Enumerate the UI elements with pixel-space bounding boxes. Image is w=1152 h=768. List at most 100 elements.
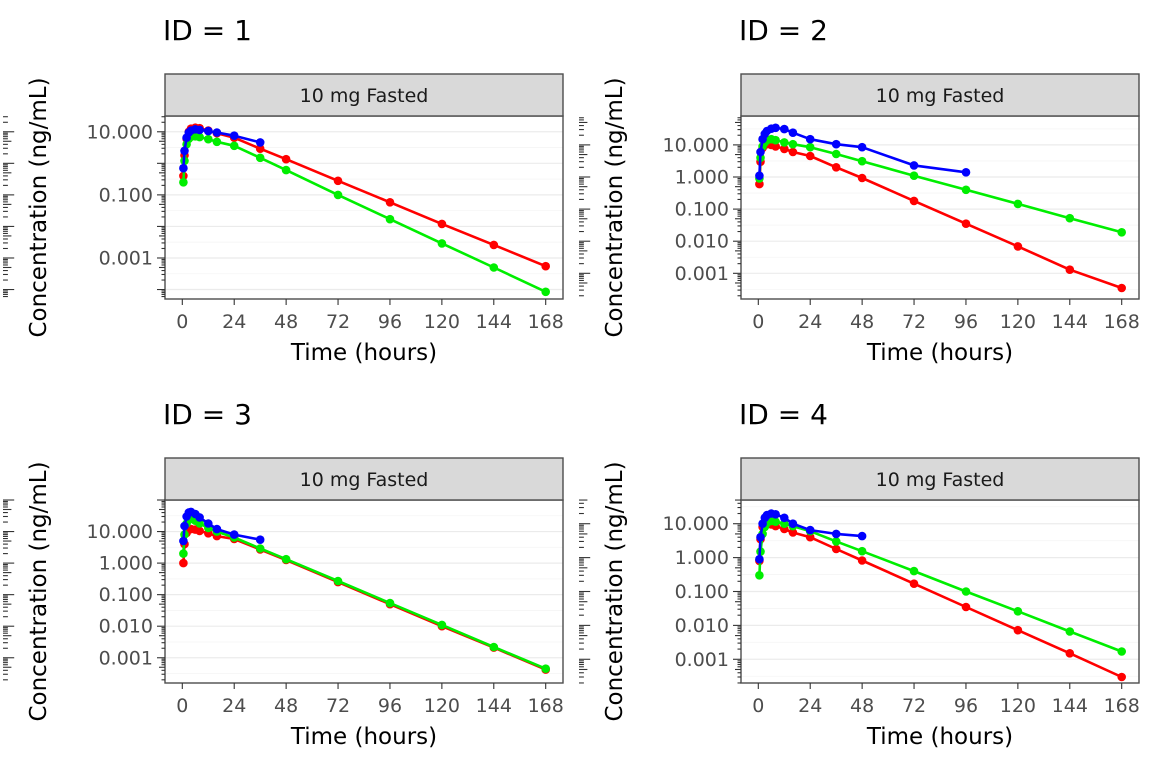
data-point-blue: [204, 519, 213, 528]
data-point-blue: [857, 531, 867, 541]
panel-id-3-chart: ID = 3 10 mg Fasted 10.000 1.000 0.100 0.010 0…: [3, 398, 564, 750]
data-point-red: [857, 173, 867, 183]
panel-id-2-chart: ID = 2 10 mg Fasted 10.000 1.000 0.100 0.010 0…: [579, 14, 1140, 366]
panel-title: ID = 3: [163, 398, 252, 431]
facet-strip: [740, 73, 1140, 117]
x-axis-title: Time (hours): [290, 340, 437, 366]
data-point-red: [179, 558, 188, 568]
data-point-green: [255, 153, 265, 163]
x-axis-tick-label: 120: [1000, 695, 1036, 717]
y-axis-tick-label: 1.000: [675, 167, 729, 189]
panel-title: ID = 2: [739, 14, 828, 47]
data-point-blue: [771, 510, 780, 519]
data-point-blue: [756, 147, 765, 157]
x-axis-title: Time (hours): [866, 724, 1013, 750]
data-point-green: [229, 141, 239, 151]
data-point-green: [1117, 647, 1126, 656]
data-point-blue: [831, 529, 841, 539]
data-point-green: [385, 214, 395, 224]
data-point-green: [1117, 228, 1126, 237]
x-axis-tick-label: 168: [1104, 695, 1140, 717]
panel-background: [741, 116, 1139, 299]
x-axis-tick-label: 96: [954, 695, 978, 717]
y-axis-tick-label: 0.100: [99, 184, 153, 206]
data-point-green: [212, 137, 222, 147]
data-point-red: [333, 176, 343, 186]
x-axis-tick-label: 168: [528, 695, 564, 717]
data-point-green: [755, 571, 764, 580]
data-point-red: [961, 219, 971, 228]
x-axis-tick-label: 96: [378, 695, 402, 717]
facet-strip-label: 10 mg Fasted: [876, 85, 1005, 107]
data-point-blue: [179, 536, 188, 546]
data-point-red: [385, 198, 395, 207]
data-point-green: [780, 519, 789, 528]
data-point-red: [771, 142, 780, 151]
data-point-red: [281, 154, 291, 164]
y-axis-tick-label: 0.100: [675, 199, 729, 221]
data-point-blue: [780, 513, 789, 523]
x-axis-tick-label: 24: [222, 311, 246, 333]
data-point-red: [1117, 672, 1126, 682]
data-point-green: [179, 549, 188, 558]
x-axis-tick-label: 0: [752, 311, 764, 333]
x-axis-tick-label: 24: [222, 695, 246, 717]
y-axis-tick-label: 0.010: [99, 616, 153, 638]
data-point-green: [333, 190, 343, 200]
data-point-green: [857, 156, 867, 166]
data-point-green: [281, 554, 291, 564]
facet-strip-label: 10 mg Fasted: [300, 469, 429, 491]
panel-id-2: ID = 2 10 mg Fasted 10.000 1.000 0.100 0.010 0…: [576, 0, 1152, 384]
x-axis-title: Time (hours): [290, 724, 437, 750]
data-point-green: [961, 185, 971, 195]
data-point-red: [805, 151, 815, 161]
x-axis-tick-label: 72: [902, 311, 926, 333]
data-point-blue: [788, 519, 798, 528]
data-point-red: [788, 528, 798, 537]
data-point-blue: [180, 146, 189, 156]
x-axis-tick-label: 24: [798, 311, 822, 333]
data-point-red: [831, 163, 841, 172]
data-point-green: [909, 566, 919, 576]
data-point-red: [437, 219, 447, 229]
data-point-blue: [195, 513, 204, 522]
data-point-red: [788, 147, 798, 157]
x-axis-tick-label: 72: [326, 695, 350, 717]
x-axis-title: Time (hours): [866, 340, 1013, 366]
x-axis-tick-label: 168: [1104, 311, 1140, 333]
data-point-green: [541, 664, 550, 673]
y-axis-title: Concentration (ng/mL): [602, 461, 628, 721]
x-axis-tick-label: 144: [476, 311, 512, 333]
x-axis-tick-label: 24: [798, 695, 822, 717]
data-point-blue: [805, 134, 815, 144]
data-point-red: [1013, 242, 1023, 251]
data-point-blue: [212, 128, 222, 137]
data-point-blue: [831, 139, 841, 149]
data-point-green: [541, 287, 550, 297]
facet-strip-label: 10 mg Fasted: [300, 85, 429, 107]
data-point-green: [281, 165, 291, 175]
facet-strip: [164, 457, 564, 501]
data-point-blue: [180, 521, 189, 531]
y-axis-tick-label: 0.001: [675, 649, 729, 671]
data-point-red: [541, 261, 550, 271]
data-point-green: [385, 598, 395, 608]
x-axis-tick-label: 144: [1052, 311, 1088, 333]
y-axis-tick-label: 1.000: [675, 547, 729, 569]
data-point-blue: [771, 123, 780, 133]
panel-title: ID = 4: [739, 398, 828, 431]
x-axis-tick-label: 120: [1000, 311, 1036, 333]
x-axis-tick-label: 0: [752, 695, 764, 717]
data-point-red: [961, 602, 971, 612]
facet-strip: [740, 457, 1140, 501]
data-point-blue: [756, 532, 765, 542]
x-axis-tick-label: 96: [954, 311, 978, 333]
data-point-green: [195, 519, 204, 528]
y-axis-tick-label: 10.000: [663, 134, 729, 156]
data-point-green: [1065, 213, 1075, 223]
x-axis-tick-label: 72: [326, 311, 350, 333]
data-point-blue: [195, 125, 204, 135]
data-point-blue: [961, 168, 971, 177]
data-point-blue: [204, 126, 213, 136]
